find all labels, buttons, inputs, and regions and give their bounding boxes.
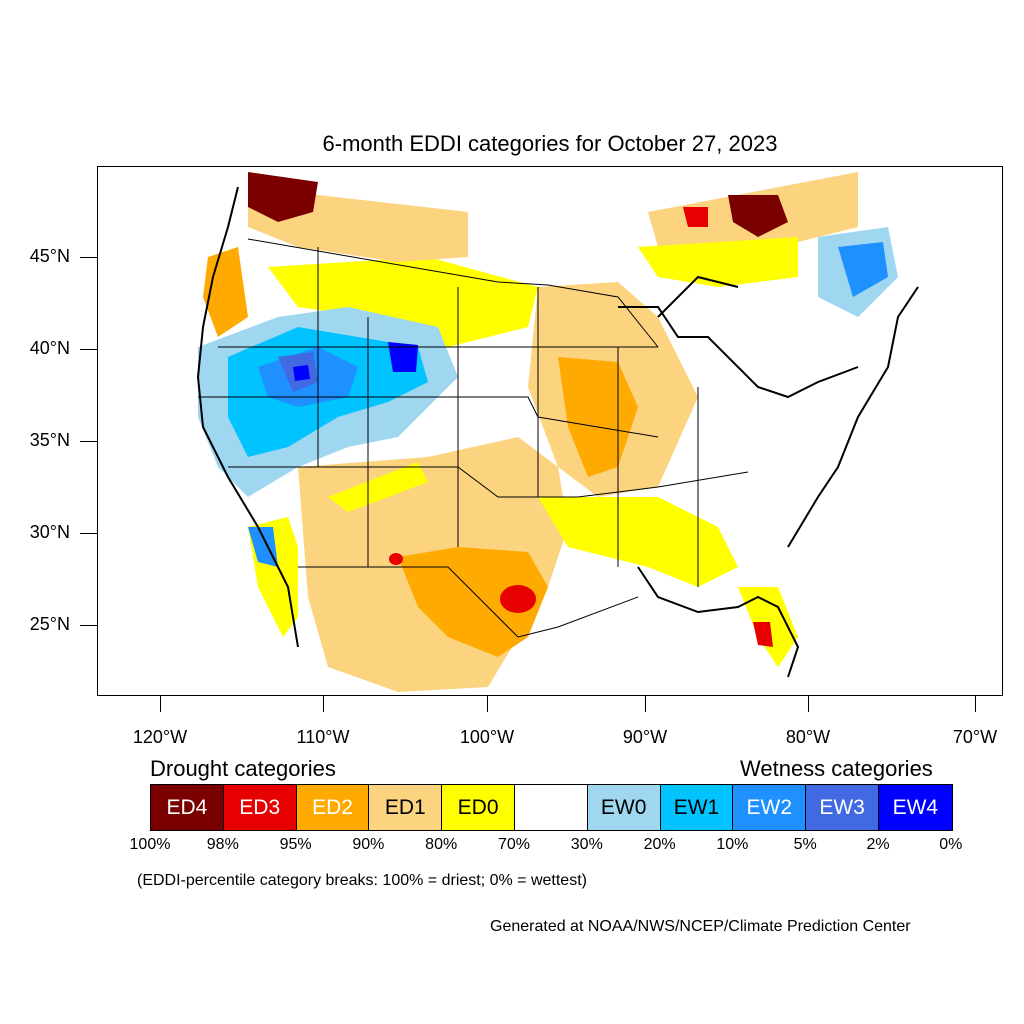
wetness-heading: Wetness categories	[740, 756, 933, 781]
lat-label-35: 35°N	[29, 430, 70, 450]
lon-label-90: 90°W	[622, 727, 668, 747]
drought-heading: Drought categories	[150, 756, 336, 781]
credit-line: Generated at NOAA/NWS/NCEP/Climate Predi…	[490, 918, 911, 935]
boundaries	[198, 238, 749, 638]
legend-cell-ew0: EW0	[587, 785, 661, 830]
legend-cell-ew4: EW4	[878, 785, 952, 830]
lon-tick	[160, 696, 161, 712]
percentile-label: 98%	[206, 836, 239, 853]
coastlines	[196, 186, 919, 678]
lon-tick	[808, 696, 809, 712]
legend-color-bar: ED4 ED3 ED2 ED1 ED0 EW0 EW1 EW2 EW3 EW4	[150, 784, 953, 831]
percentile-label: 70%	[497, 836, 531, 853]
lon-label-100: 100°W	[459, 727, 515, 747]
map-canvas	[196, 172, 919, 692]
percentile-label: 2%	[866, 836, 890, 853]
legend-cell-ed1: ED1	[369, 785, 443, 830]
lat-tick	[80, 441, 97, 442]
lat-tick	[80, 625, 97, 626]
legend-cell-ed2: ED2	[296, 785, 370, 830]
legend-cell-ew3: EW3	[806, 785, 879, 830]
lon-tick	[487, 696, 488, 712]
lon-tick	[975, 696, 976, 712]
lat-label-40: 40°N	[29, 338, 70, 358]
percentile-label: 10%	[716, 836, 749, 853]
lon-tick	[645, 696, 646, 712]
lon-tick	[323, 696, 324, 712]
lat-label-25: 25°N	[29, 614, 70, 634]
lat-tick	[80, 533, 97, 534]
category-shading	[198, 172, 898, 692]
lon-label-80: 80°W	[785, 727, 831, 747]
category-note: (EDDI-percentile category breaks: 100% =…	[137, 872, 587, 889]
legend-cell-ew1: EW1	[660, 785, 734, 830]
lat-tick	[80, 257, 97, 258]
legend-cell-neutral	[514, 785, 588, 830]
percentile-label: 90%	[352, 836, 385, 853]
legend-cell-ed4: ED4	[151, 785, 224, 830]
eddi-map	[97, 166, 1003, 696]
percentile-label: 0%	[939, 836, 963, 853]
lat-label-45: 45°N	[29, 246, 70, 266]
legend-cell-ew2: EW2	[733, 785, 807, 830]
percentile-label: 80%	[425, 836, 458, 853]
lon-label-70: 70°W	[952, 727, 998, 747]
percentile-label: 20%	[643, 836, 676, 853]
lon-label-110: 110°W	[296, 727, 350, 747]
percentile-label: 95%	[279, 836, 312, 853]
percentile-label: 5%	[793, 836, 817, 853]
legend-cell-ed0: ED0	[442, 785, 515, 830]
percentile-label: 30%	[570, 836, 603, 853]
legend-cell-ed3: ED3	[223, 785, 297, 830]
percentile-label: 100%	[129, 836, 171, 853]
lon-label-120: 120°W	[132, 727, 188, 747]
lat-tick	[80, 349, 97, 350]
lat-label-30: 30°N	[29, 522, 70, 542]
map-title: 6-month EDDI categories for October 27, …	[322, 131, 778, 156]
